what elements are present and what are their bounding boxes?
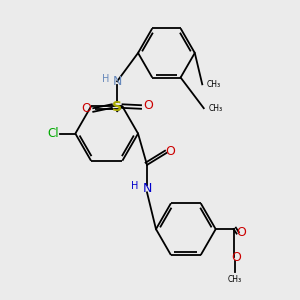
Text: Cl: Cl bbox=[47, 127, 59, 140]
Text: N: N bbox=[112, 75, 122, 88]
Text: S: S bbox=[112, 100, 122, 114]
Text: CH₃: CH₃ bbox=[208, 104, 222, 113]
Text: O: O bbox=[82, 102, 91, 115]
Text: O: O bbox=[236, 226, 246, 238]
Text: H: H bbox=[102, 74, 110, 84]
Text: O: O bbox=[232, 251, 242, 264]
Text: O: O bbox=[166, 145, 176, 158]
Text: CH₃: CH₃ bbox=[207, 80, 221, 89]
Text: CH₃: CH₃ bbox=[228, 275, 242, 284]
Text: H: H bbox=[131, 181, 139, 191]
Text: O: O bbox=[143, 99, 153, 112]
Text: N: N bbox=[142, 182, 152, 195]
